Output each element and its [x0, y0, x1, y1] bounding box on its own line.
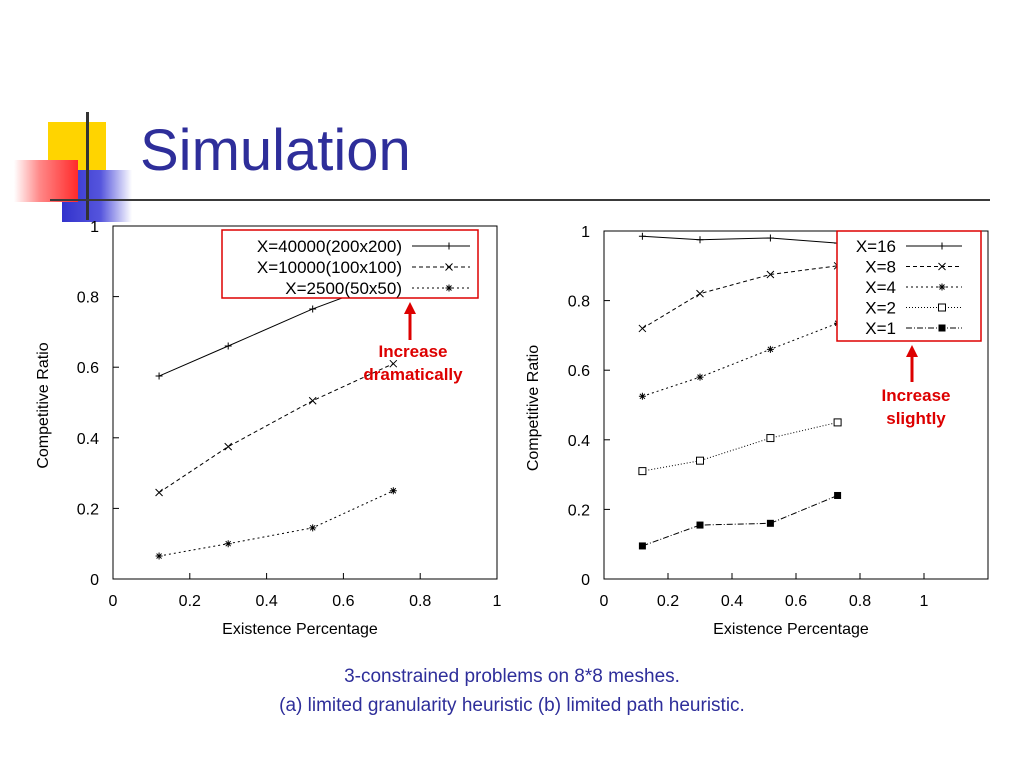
chart-1-legend-label-3: X=2500(50x50): [285, 279, 402, 298]
chart-2-annotation-text-1: Increase: [882, 386, 951, 405]
chart-1-series-3-point: [389, 487, 397, 495]
chart-1-series-3-point: [224, 540, 232, 548]
caption-line-2: (a) limited granularity heuristic (b) li…: [279, 695, 745, 716]
chart-1-x-axis-label: Existence Percentage: [222, 621, 378, 638]
chart-2-series-1-point: [766, 234, 774, 242]
chart-1-xtick-label: 0.2: [179, 593, 201, 610]
chart-1-series-1-point: [309, 305, 317, 313]
chart-2-series-5-point: [638, 542, 646, 550]
chart-1-legend-box: [221, 229, 479, 299]
chart-1-series-1-point: [224, 342, 232, 350]
chart-1-xtick-label: 0.8: [409, 593, 431, 610]
chart-1-xtick-label: 0: [109, 593, 118, 610]
chart-2-xtick-label: 0.4: [721, 593, 743, 610]
chart-1-ytick-label: 0.2: [77, 501, 99, 518]
chart-2-ytick-label: 0.2: [568, 502, 590, 519]
chart-1-series-3-point: [309, 524, 317, 532]
chart-1-xtick-label: 0.4: [255, 593, 277, 610]
chart-2-series-4-point: [638, 467, 647, 476]
chart-2-xtick-label: 0: [600, 593, 609, 610]
chart-2-series-3-point: [696, 373, 704, 381]
chart-1-series-1-point: [155, 372, 163, 380]
chart-1-series-2-point: [224, 442, 233, 451]
chart-2-legend-label-4: X=2: [865, 299, 896, 318]
chart-1-legend-marker-3: [445, 284, 453, 292]
chart-1-y-axis-label: Competitive Ratio: [35, 342, 52, 468]
chart-2-ytick-label: 0: [581, 572, 590, 589]
chart-2-series-5-point: [834, 491, 842, 499]
chart-1-series-2-line: [158, 363, 394, 493]
chart-1-series-3-point: [155, 552, 163, 560]
chart-2-series-2-line: [642, 265, 838, 329]
chart-2-legend-label-1: X=16: [856, 237, 896, 256]
chart-2-legend-marker-4: [938, 303, 946, 312]
chart-2-series-2-point: [766, 270, 775, 279]
chart-2-series-5-point: [696, 521, 704, 529]
deco-red-square: [14, 160, 78, 202]
chart-2-ytick-label: 0.4: [568, 433, 590, 450]
chart-1-xtick-label: 0.6: [332, 593, 354, 610]
chart-1-legend-marker-2: [445, 263, 453, 271]
chart-2-legend-label-2: X=8: [865, 258, 896, 277]
chart-2-series-4-line: [642, 421, 838, 472]
chart-2-xtick-label: 0.8: [849, 593, 871, 610]
chart-2-legend-label-3: X=4: [865, 278, 896, 297]
chart-2-series-3-point: [766, 345, 774, 353]
chart-2-series-3-point: [638, 392, 646, 400]
chart-1-series-2-point: [389, 359, 398, 368]
chart-2-series-1-point: [638, 232, 646, 240]
chart-1-ytick-label: 0: [90, 572, 99, 589]
chart-2-xtick-label: 0.6: [785, 593, 807, 610]
chart-1-frame: [112, 225, 498, 580]
chart-2-legend-box: [836, 230, 982, 342]
chart-2-ytick-label: 1: [581, 224, 590, 241]
chart-2-series-1-line: [642, 235, 838, 244]
chart-1-series-2-point: [308, 396, 317, 405]
chart-2-series-5-line: [642, 495, 838, 547]
chart-2-xtick-label: 0.2: [657, 593, 679, 610]
chart-2-legend-marker-5: [938, 324, 946, 332]
chart-1-annotation-text-1: Increase: [379, 342, 448, 361]
chart-1-annotation-arrow-head: [404, 302, 416, 314]
chart-2-legend-marker-1: [938, 242, 946, 250]
chart-2-legend-label-5: X=1: [865, 319, 896, 338]
chart-2-x-axis-label: Existence Percentage: [713, 621, 869, 638]
chart-1-ytick-label: 0.6: [77, 360, 99, 377]
chart-2-series-4-point: [766, 434, 775, 443]
chart-2-series-2-point: [696, 289, 704, 298]
chart-1-ytick-label: 1: [90, 219, 99, 236]
caption-line-1: 3-constrained problems on 8*8 meshes.: [344, 666, 680, 687]
chart-1-annotation-text-2: dramatically: [363, 365, 463, 384]
chart-1-ytick-label: 0.4: [77, 431, 99, 448]
chart-2-series-1-point: [696, 236, 704, 244]
chart-1-legend-marker-1: [445, 242, 453, 250]
chart-2-legend-marker-3: [938, 283, 946, 291]
chart-1-series-2-point: [155, 488, 163, 497]
slide-title: Simulation: [140, 118, 411, 183]
chart-2-legend-marker-2: [938, 262, 946, 271]
chart-1-ytick-label: 0.8: [77, 290, 99, 307]
title-divider: [50, 199, 990, 201]
chart-2-series-4-point: [833, 418, 842, 427]
chart-2-series-4-point: [696, 456, 704, 465]
chart-2-y-axis-label: Competitive Ratio: [525, 345, 542, 471]
chart-2-ytick-label: 0.6: [568, 363, 590, 380]
chart-2-annotation-text-2: slightly: [886, 409, 946, 428]
chart-2-series-3-line: [642, 322, 838, 397]
chart-2-series-5-point: [766, 519, 774, 527]
chart-1-series-3-line: [158, 490, 394, 557]
chart-1-legend-label-1: X=40000(200x200): [257, 237, 402, 256]
chart-1-legend-label-2: X=10000(100x100): [257, 258, 402, 277]
chart-2-ytick-label: 0.8: [568, 294, 590, 311]
chart-2-annotation-arrow-head: [906, 345, 918, 357]
chart-2-series-2-point: [638, 324, 647, 333]
chart-1-xtick-label: 1: [493, 593, 502, 610]
chart-2-xtick-label: 1: [920, 593, 929, 610]
deco-vertical-line: [86, 112, 89, 220]
